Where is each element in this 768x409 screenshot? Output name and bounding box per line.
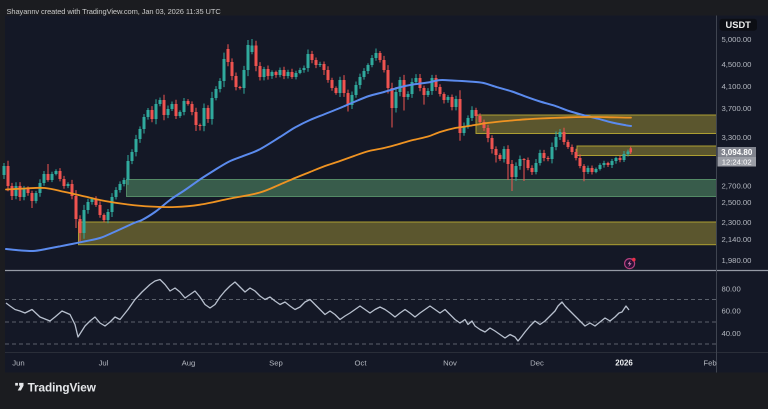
svg-text:Aug: Aug <box>182 359 196 368</box>
svg-text:80.00: 80.00 <box>722 284 741 293</box>
svg-text:Dec: Dec <box>530 359 544 368</box>
svg-text:Nov: Nov <box>443 359 457 368</box>
svg-text:2,500.00: 2,500.00 <box>722 198 752 207</box>
svg-text:60.00: 60.00 <box>722 306 741 315</box>
svg-text:3,094.80: 3,094.80 <box>721 148 753 157</box>
svg-text:Jul: Jul <box>99 359 109 368</box>
svg-text:12:24:02: 12:24:02 <box>722 157 752 166</box>
svg-text:3,700.00: 3,700.00 <box>722 104 752 113</box>
svg-text:TradingView: TradingView <box>28 380 97 394</box>
svg-text:40.00: 40.00 <box>722 329 741 338</box>
svg-text:2026: 2026 <box>615 359 633 368</box>
svg-text:Feb: Feb <box>703 359 716 368</box>
svg-text:Sep: Sep <box>269 359 283 368</box>
svg-text:4,500.00: 4,500.00 <box>722 60 752 69</box>
svg-text:2,300.00: 2,300.00 <box>722 218 752 227</box>
svg-text:5,000.00: 5,000.00 <box>722 35 752 44</box>
svg-text:4,100.00: 4,100.00 <box>722 82 752 91</box>
svg-text:Oct: Oct <box>355 359 368 368</box>
svg-text:2,700.00: 2,700.00 <box>722 181 752 190</box>
svg-text:USDT: USDT <box>726 20 752 30</box>
svg-text:Shayannv created with TradingV: Shayannv created with TradingView.com, J… <box>7 7 222 16</box>
svg-text:2,140.00: 2,140.00 <box>722 235 752 244</box>
svg-text:Jun: Jun <box>12 359 24 368</box>
svg-text:1,980.00: 1,980.00 <box>722 256 752 265</box>
svg-text:3,300.00: 3,300.00 <box>722 133 752 142</box>
